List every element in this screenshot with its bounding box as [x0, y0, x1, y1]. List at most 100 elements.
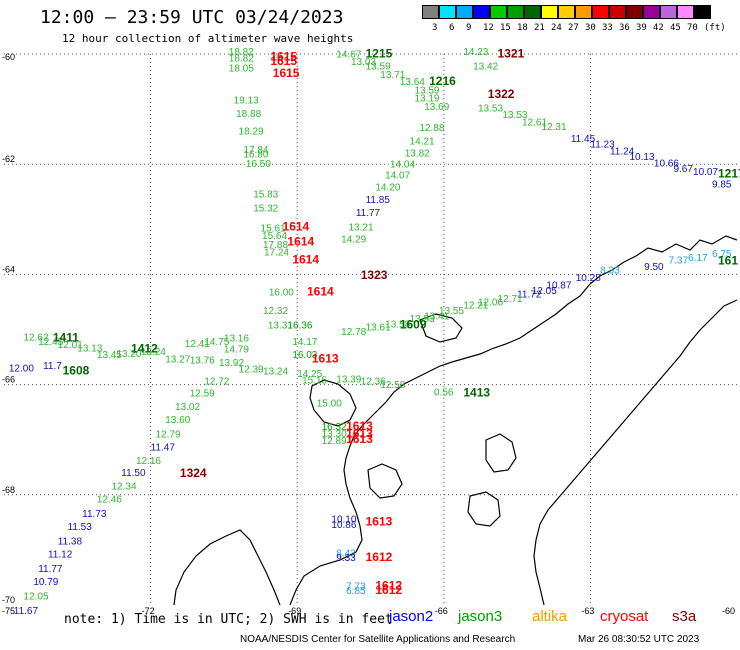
- wave-height-value: 12.32: [263, 306, 288, 317]
- wave-height-value: 13.59: [366, 61, 391, 72]
- colorbar-tick-label: 45: [670, 23, 681, 33]
- wave-height-value: 13.55: [439, 306, 464, 317]
- pass-time-label: 1612: [366, 550, 393, 564]
- wave-height-value: 13.69: [424, 102, 449, 113]
- wave-height-value: 15.15: [302, 375, 327, 386]
- wave-height-value: 13.42: [473, 61, 498, 72]
- colorbar-swatch: [422, 5, 439, 19]
- wave-height-value: 17.84: [243, 145, 268, 156]
- colorbar-swatch: [609, 5, 626, 19]
- wave-height-value: 8.43: [336, 549, 356, 560]
- island-e: [467, 491, 501, 527]
- wave-height-value: 13.53: [478, 103, 503, 114]
- wave-height-value: 13.41: [424, 312, 449, 323]
- wave-height-value: 12.89: [322, 436, 347, 447]
- wave-height-value: 11.45: [571, 134, 596, 145]
- wave-height-value: 12.78: [341, 327, 366, 338]
- pass-time-label: 1609: [400, 317, 427, 331]
- wave-height-value: 12.06: [478, 297, 503, 308]
- footer-note: note: 1) Time is in UTC; 2) SWH is in fe…: [64, 612, 393, 627]
- wave-height-value: 16.32: [322, 422, 347, 433]
- wave-height-value: 16.50: [246, 159, 271, 170]
- colorbar-swatch: [626, 5, 643, 19]
- pass-time-label: 1613: [346, 419, 373, 433]
- wave-height-value: 13.39: [336, 374, 361, 385]
- wave-height-value: 14.04: [390, 160, 415, 171]
- wave-height-value: 13.20: [116, 349, 141, 360]
- colorbar-tick-label: 42: [653, 23, 664, 33]
- wave-height-value: 14.17: [292, 337, 317, 348]
- wave-height-value: 18.82: [229, 54, 254, 65]
- colorbar-tick-label: 36: [619, 23, 630, 33]
- map-subtitle: 12 hour collection of altimeter wave hei…: [62, 32, 354, 45]
- pass-time-label: 1217: [718, 166, 740, 180]
- wave-height-value: 14.20: [375, 183, 400, 194]
- pass-time-label: 1322: [488, 87, 515, 101]
- pass-time-label: 1612: [375, 579, 402, 593]
- wave-height-value: 13.58: [385, 319, 410, 330]
- wave-height-value: 13.30: [322, 429, 347, 440]
- wave-height-value: 10.87: [546, 281, 571, 292]
- colorbar-swatch: [660, 5, 677, 19]
- wave-height-value: 11.38: [58, 536, 83, 547]
- wave-height-value: 10.10: [331, 514, 356, 525]
- pass-time-label: 1614: [283, 219, 310, 233]
- wave-height-value: 12.45: [38, 337, 63, 348]
- wave-height-value: 19.13: [234, 96, 259, 107]
- latitude-label: -60: [2, 52, 15, 62]
- colorbar-swatch: [694, 5, 711, 19]
- wave-height-value: 11.50: [121, 468, 146, 479]
- wave-height-value: 13.19: [414, 93, 439, 104]
- wave-height-value: 12.01: [58, 340, 83, 351]
- wave-height-value: 13.53: [502, 110, 527, 121]
- colorbar-tick-label: (ft): [704, 23, 726, 33]
- wave-height-value: 13.16: [224, 334, 249, 345]
- wave-height-value: 14.07: [385, 171, 410, 182]
- colorbar-tick-label: 70: [687, 23, 698, 33]
- wave-height-value: 11.7: [43, 361, 62, 372]
- wave-height-value: 14.79: [224, 345, 249, 356]
- pass-time-label: 1412: [131, 342, 158, 356]
- wave-height-value: 12.61: [522, 118, 547, 129]
- pass-time-label: 1413: [463, 386, 490, 400]
- pass-time-label: 1608: [63, 364, 90, 378]
- legend-s3a: s3a: [672, 608, 697, 625]
- latitude-label: -66: [2, 375, 15, 385]
- longitude-label: -66: [435, 606, 448, 616]
- wave-height-value: 12.00: [9, 363, 34, 374]
- wave-height-value: 15.61: [261, 223, 286, 234]
- wave-height-value: 11.24: [610, 146, 635, 157]
- colorbar-swatch: [575, 5, 592, 19]
- wave-height-value: 11.85: [366, 195, 391, 206]
- wave-height-value: 9.67: [673, 164, 693, 175]
- wave-height-value: 18.82: [229, 47, 254, 58]
- pass-time-label: 1321: [498, 46, 525, 60]
- colorbar-tick-label: 30: [585, 23, 596, 33]
- wave-height-value: 11.73: [82, 509, 107, 520]
- wave-height-value: 13.59: [414, 86, 439, 97]
- wave-height-value: 13.53: [410, 314, 435, 325]
- pass-time-label: 1612: [375, 583, 402, 597]
- longitude-label: -69: [288, 606, 301, 616]
- wave-height-value: 11.23: [590, 140, 615, 151]
- latitude-label: -64: [2, 264, 15, 274]
- wave-height-value: 16.36: [287, 320, 312, 331]
- colorbar-tick-label: 12: [483, 23, 494, 33]
- colorbar-tick-label: 27: [568, 23, 579, 33]
- inner-coast: [533, 299, 738, 606]
- wave-height-value: 10.79: [33, 577, 58, 588]
- wave-height-value: 12.72: [204, 377, 229, 388]
- wave-height-value: 9.50: [644, 262, 664, 273]
- wave-height-value: 13.24: [263, 367, 288, 378]
- wave-height-value: 15.83: [253, 189, 278, 200]
- wave-height-value: 10.66: [654, 158, 679, 169]
- wave-height-value: 18.88: [236, 109, 261, 120]
- legend-altika: altika: [532, 608, 568, 625]
- colorbar-swatch: [473, 5, 490, 19]
- pass-time-label: 1615: [270, 54, 297, 68]
- wave-height-value: 8.33: [600, 265, 620, 276]
- wave-height-value: 6.75: [712, 249, 732, 260]
- wave-height-value: 9.33: [336, 553, 356, 564]
- island-c: [367, 463, 403, 499]
